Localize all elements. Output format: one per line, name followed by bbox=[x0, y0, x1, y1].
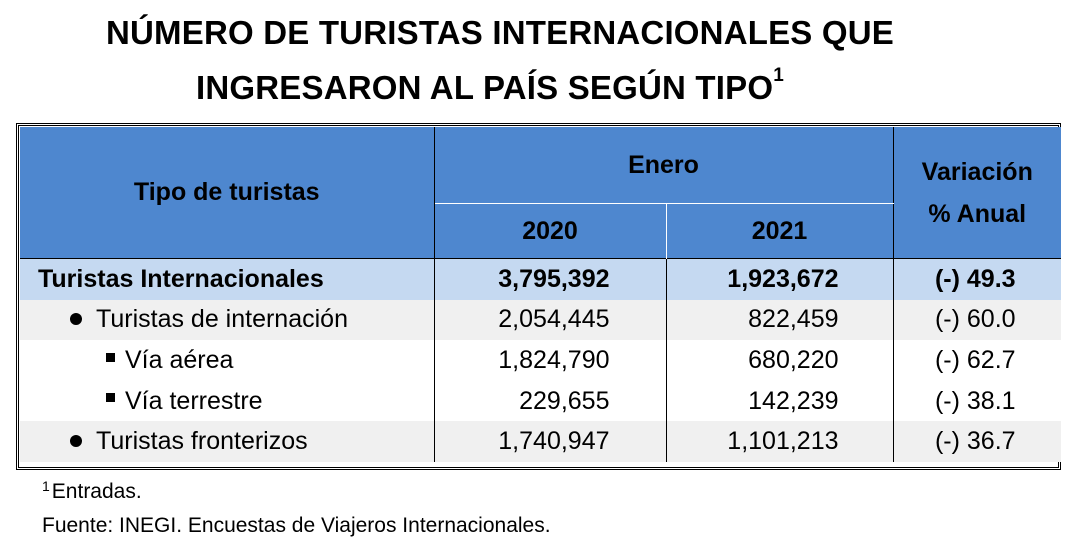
value-2021: 1,101,213 bbox=[666, 421, 894, 462]
row-label: Turistas fronterizos bbox=[96, 427, 308, 456]
table-row: Vía aérea 1,824,790 680,220 (-) 62.7 bbox=[20, 340, 1062, 381]
row-label: Vía terrestre bbox=[125, 386, 263, 415]
title-footnote-mark: 1 bbox=[773, 65, 785, 86]
source-note: Fuente: INEGI. Encuestas de Viajeros Int… bbox=[42, 514, 551, 537]
row-label: Turistas Internacionales bbox=[20, 257, 435, 300]
header-tipo: Tipo de turistas bbox=[20, 127, 435, 259]
value-2021: 822,459 bbox=[666, 299, 894, 341]
header-year-2021: 2021 bbox=[666, 203, 894, 259]
row-label: Vía aérea bbox=[125, 345, 234, 374]
table-row: Turistas fronterizos 1,740,947 1,101,213… bbox=[20, 421, 1062, 462]
header-period: Enero bbox=[434, 127, 894, 204]
footnote-text: Entradas. bbox=[51, 480, 142, 503]
variation-value: (-) 49.3 bbox=[893, 257, 1062, 300]
row-label: Turistas de internación bbox=[96, 305, 348, 334]
variation-value: (-) 36.7 bbox=[893, 421, 1062, 462]
row-label-cell: Turistas fronterizos bbox=[20, 421, 435, 462]
footnote-mark: 1 bbox=[42, 478, 50, 494]
value-2020: 1,824,790 bbox=[434, 340, 667, 381]
title-line-1: NÚMERO DE TURISTAS INTERNACIONALES QUE bbox=[105, 14, 894, 51]
bullet-icon bbox=[70, 312, 82, 325]
square-bullet-icon bbox=[106, 352, 115, 362]
title-line-2-text: INGRESARON AL PAÍS SEGÚN TIPO bbox=[195, 69, 774, 106]
variation-value: (-) 62.7 bbox=[893, 340, 1062, 381]
header-variation: Variación % Anual bbox=[893, 127, 1062, 259]
value-2020: 2,054,445 bbox=[434, 299, 667, 341]
value-2021: 142,239 bbox=[666, 380, 894, 422]
table-row: Turistas de internación 2,054,445 822,45… bbox=[20, 299, 1062, 341]
tourists-table: Tipo de turistas Enero Variación % Anual… bbox=[20, 127, 1062, 462]
row-label-cell: Turistas de internación bbox=[20, 299, 435, 341]
row-label-cell: Vía aérea bbox=[20, 340, 435, 381]
square-bullet-icon bbox=[106, 393, 115, 403]
variation-value: (-) 38.1 bbox=[893, 380, 1062, 422]
table-row: Turistas Internacionales 3,795,392 1,923… bbox=[20, 257, 1062, 300]
value-2021: 1,923,672 bbox=[666, 257, 894, 300]
value-2021: 680,220 bbox=[666, 340, 894, 381]
value-2020: 1,740,947 bbox=[434, 421, 667, 462]
row-label-cell: Vía terrestre bbox=[20, 380, 435, 422]
table-row: Vía terrestre 229,655 142,239 (-) 38.1 bbox=[20, 380, 1062, 422]
title-line-2: INGRESARON AL PAÍS SEGÚN TIPO1 bbox=[0, 65, 990, 107]
header-variation-line-2: % Anual bbox=[928, 199, 1027, 228]
header-year-2020: 2020 bbox=[434, 203, 667, 259]
bullet-icon bbox=[70, 434, 82, 447]
footnote: 1Entradas. bbox=[42, 478, 142, 504]
value-2020: 229,655 bbox=[434, 380, 667, 422]
value-2020: 3,795,392 bbox=[434, 257, 667, 300]
variation-value: (-) 60.0 bbox=[893, 299, 1062, 341]
header-variation-line-1: Variación bbox=[921, 157, 1033, 186]
